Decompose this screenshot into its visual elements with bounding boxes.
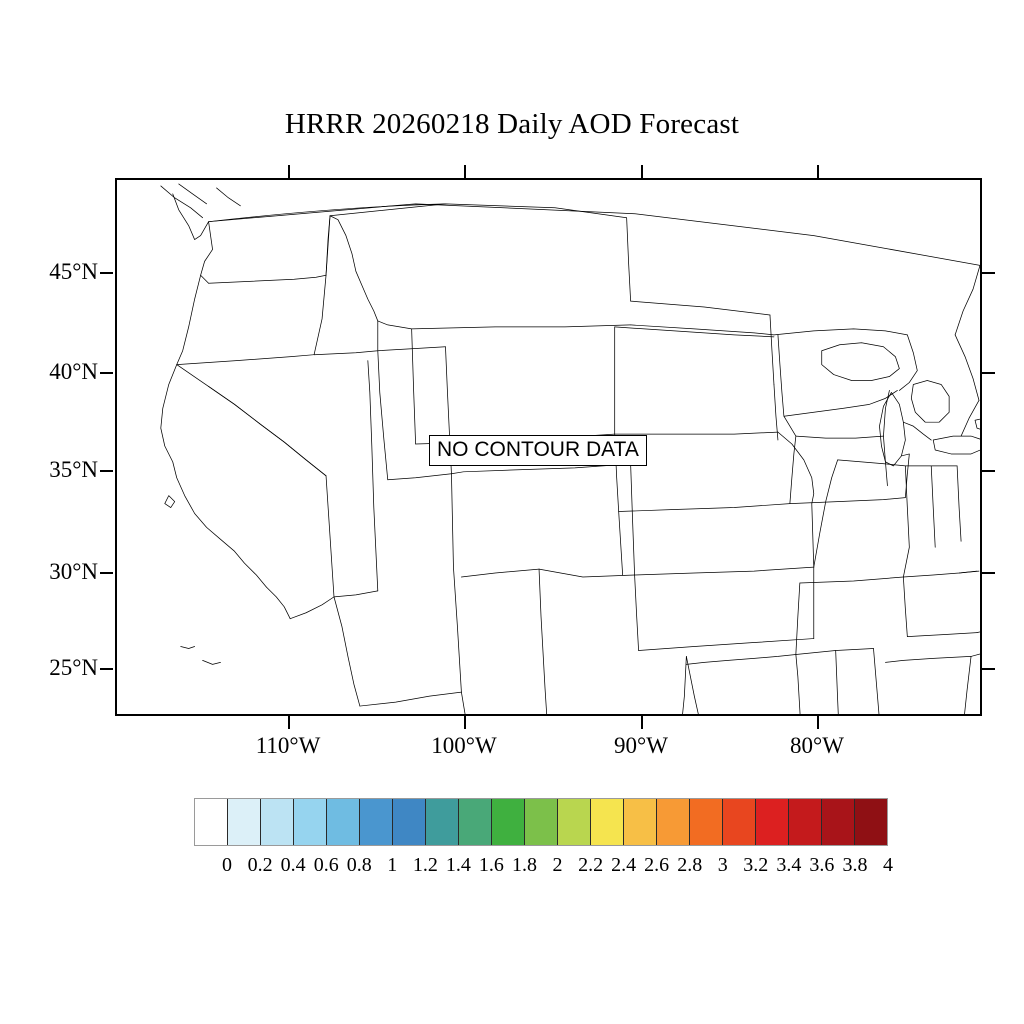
lon-tick-top: [817, 165, 819, 178]
colorbar-tick-label: 1: [387, 854, 398, 876]
colorbar-tick-label: 0.8: [346, 854, 372, 876]
colorbar-tick-label: 3: [717, 854, 728, 876]
colorbar-cell: [360, 799, 393, 845]
colorbar-cell: [690, 799, 723, 845]
lat-tick-left: [100, 572, 113, 574]
colorbar-tick-label: 0.4: [280, 854, 306, 876]
colorbar-cell: [624, 799, 657, 845]
colorbar-gradient: [194, 798, 888, 846]
colorbar-cell: [327, 799, 360, 845]
colorbar[interactable]: [194, 798, 888, 846]
colorbar-tick-label: 3.2: [743, 854, 769, 876]
lat-tick-right: [982, 668, 995, 670]
colorbar-cell: [426, 799, 459, 845]
colorbar-tick-label: 2.4: [611, 854, 637, 876]
lat-tick-right: [982, 272, 995, 274]
lon-tick-bottom: [288, 716, 290, 729]
lon-tick-bottom: [641, 716, 643, 729]
colorbar-cell: [756, 799, 789, 845]
page-title: HRRR 20260218 Daily AOD Forecast: [284, 108, 740, 140]
colorbar-tick-label: 3.4: [776, 854, 802, 876]
colorbar-cell: [492, 799, 525, 845]
colorbar-cell: [591, 799, 624, 845]
lon-tick-top: [641, 165, 643, 178]
lon-axis-label: 90°W: [614, 733, 668, 758]
colorbar-tick-label: 1.2: [412, 854, 438, 876]
us-map-outlines: [160, 183, 980, 714]
colorbar-cell: [822, 799, 855, 845]
colorbar-tick-label: 2.8: [677, 854, 703, 876]
lat-tick-left: [100, 372, 113, 374]
lon-tick-top: [464, 165, 466, 178]
colorbar-tick-label: 0: [222, 854, 233, 876]
colorbar-cell: [855, 799, 887, 845]
colorbar-tick-label: 1.4: [445, 854, 471, 876]
lon-axis-label: 100°W: [431, 733, 497, 758]
colorbar-tick-label: 1.6: [478, 854, 504, 876]
lat-tick-right: [982, 372, 995, 374]
lat-axis-label: 40°N: [49, 359, 98, 384]
colorbar-cell: [723, 799, 756, 845]
colorbar-cell: [459, 799, 492, 845]
colorbar-tick-label: 3.6: [809, 854, 835, 876]
no-contour-data-annotation: NO CONTOUR DATA: [429, 435, 647, 467]
lon-tick-top: [288, 165, 290, 178]
colorbar-cell: [228, 799, 261, 845]
lat-tick-left: [100, 470, 113, 472]
lat-tick-left: [100, 272, 113, 274]
colorbar-cell: [294, 799, 327, 845]
lat-axis-label: 30°N: [49, 559, 98, 584]
colorbar-tick-labels: 0 0.2 0.4 0.6 0.8 1 1.2 1.4 1.6 1.8 2 2.2 2.4 2.6 2.8 3…: [194, 854, 893, 882]
colorbar-cell: [393, 799, 426, 845]
lat-tick-right: [982, 572, 995, 574]
lon-axis-label: 110°W: [255, 733, 321, 758]
colorbar-tick-label: 0.2: [247, 854, 273, 876]
colorbar-cell: [261, 799, 294, 845]
colorbar-cell: [789, 799, 822, 845]
colorbar-tick-label: 3.8: [842, 854, 868, 876]
lon-tick-bottom: [817, 716, 819, 729]
lat-axis-label: 25°N: [49, 655, 98, 680]
colorbar-tick-label: 2.2: [578, 854, 604, 876]
colorbar-cell: [558, 799, 591, 845]
lon-tick-bottom: [464, 716, 466, 729]
colorbar-cell: [525, 799, 558, 845]
colorbar-tick-label: 4: [883, 854, 893, 876]
colorbar-tick-label: 0.6: [313, 854, 339, 876]
colorbar-tick-label: 2.6: [644, 854, 670, 876]
colorbar-tick-label: 2: [552, 854, 563, 876]
colorbar-tick-label: 1.8: [511, 854, 537, 876]
lat-tick-right: [982, 470, 995, 472]
lat-axis-label: 35°N: [49, 457, 98, 482]
colorbar-cell: [195, 799, 228, 845]
lon-axis-label: 80°W: [790, 733, 844, 758]
colorbar-cell: [657, 799, 690, 845]
lat-axis-label: 45°N: [49, 259, 98, 284]
lat-tick-left: [100, 668, 113, 670]
